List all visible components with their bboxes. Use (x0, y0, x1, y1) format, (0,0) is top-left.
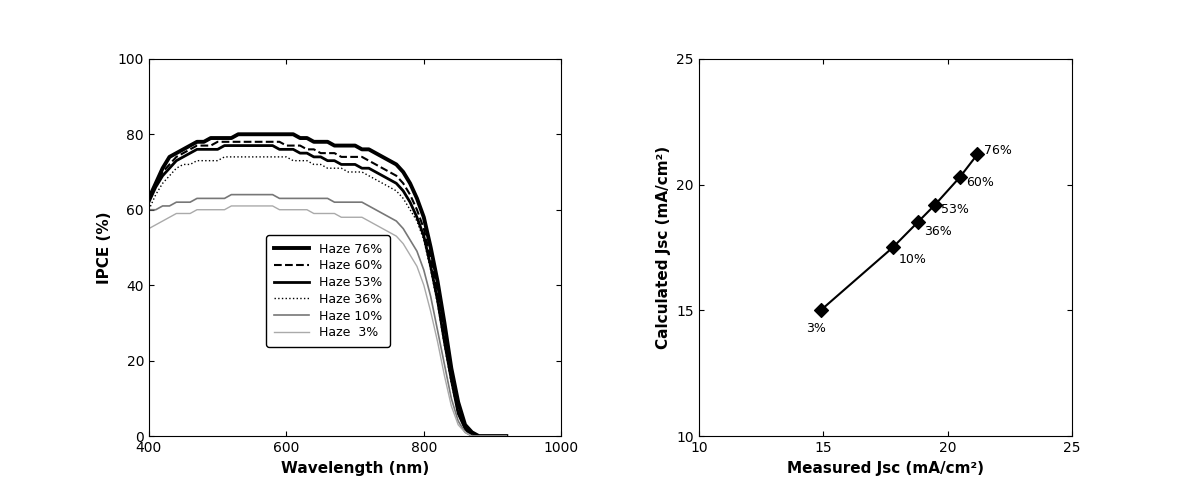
Haze 53% (245, 143, 260, 148)
Haze 10% (424, 294, 438, 299)
Line: Haze 10%: Haze 10% (149, 195, 506, 436)
Haze 53% (499, 433, 513, 439)
Haze  3% (499, 433, 513, 439)
Haze 36% (355, 169, 369, 175)
Haze 10% (245, 192, 260, 197)
Haze 60% (499, 433, 513, 439)
Haze 53% (375, 173, 389, 179)
Haze 76% (499, 433, 513, 439)
Haze 36% (217, 154, 231, 160)
Haze  3% (355, 214, 369, 220)
Haze  3% (245, 203, 260, 209)
Haze 36% (375, 180, 389, 186)
Line: Haze  3%: Haze 3% (149, 206, 506, 436)
Haze  3% (464, 433, 479, 439)
Haze 53% (355, 165, 369, 171)
Haze 10% (464, 433, 479, 439)
Haze  3% (142, 225, 156, 232)
Point (884, 244, 903, 251)
Haze 76% (424, 245, 438, 250)
Haze 53% (142, 199, 156, 205)
Point (811, 306, 830, 314)
Haze 10% (362, 203, 376, 209)
Y-axis label: Calculated Jsc (mA/cm²): Calculated Jsc (mA/cm²) (656, 146, 671, 349)
Haze 10% (142, 207, 156, 213)
Line: Haze 53%: Haze 53% (149, 146, 506, 436)
Text: 36%: 36% (924, 225, 952, 238)
Haze 76% (245, 131, 260, 137)
Haze 53% (362, 165, 376, 171)
Haze 36% (362, 173, 376, 179)
Line: Haze 76%: Haze 76% (149, 134, 506, 436)
Haze 60% (211, 139, 225, 145)
Y-axis label: IPCE (%): IPCE (%) (98, 211, 112, 284)
Haze  3% (375, 225, 389, 232)
Haze 76% (231, 131, 245, 137)
Haze 10% (375, 211, 389, 217)
Haze 76% (375, 154, 389, 160)
Haze  3% (424, 309, 438, 315)
X-axis label: Measured Jsc (mA/cm²): Measured Jsc (mA/cm²) (787, 461, 984, 475)
Point (968, 150, 987, 158)
Haze  3% (382, 229, 397, 235)
Line: Haze 60%: Haze 60% (149, 142, 506, 436)
Haze 76% (382, 158, 397, 164)
Haze 53% (217, 143, 231, 148)
Point (925, 201, 944, 209)
Haze 36% (382, 184, 397, 190)
Line: Haze 36%: Haze 36% (149, 157, 506, 436)
Haze 53% (382, 176, 397, 182)
Haze 60% (245, 139, 260, 145)
Haze 60% (362, 158, 376, 164)
Text: 10%: 10% (899, 252, 927, 266)
Haze 60% (375, 165, 389, 171)
Haze 36% (424, 267, 438, 273)
X-axis label: Wavelength (nm): Wavelength (nm) (281, 461, 429, 475)
Text: 76%: 76% (984, 145, 1011, 157)
Haze 60% (142, 196, 156, 201)
Haze 76% (472, 433, 486, 439)
Haze 10% (355, 199, 369, 205)
Haze 36% (464, 433, 479, 439)
Text: 60%: 60% (966, 176, 994, 189)
Point (950, 173, 969, 181)
Haze 60% (472, 433, 486, 439)
Haze 76% (142, 196, 156, 201)
Haze  3% (224, 203, 238, 209)
Haze 76% (362, 147, 376, 152)
Text: 3%: 3% (806, 322, 825, 335)
Haze 36% (142, 207, 156, 213)
Point (909, 219, 928, 226)
Haze 60% (382, 169, 397, 175)
Haze 53% (464, 433, 479, 439)
Haze 36% (245, 154, 260, 160)
Haze  3% (362, 218, 376, 224)
Haze 10% (499, 433, 513, 439)
Haze 76% (355, 147, 369, 152)
Haze 10% (224, 192, 238, 197)
Haze 36% (499, 433, 513, 439)
Legend: Haze 76%, Haze 60%, Haze 53%, Haze 36%, Haze 10%, Haze  3%: Haze 76%, Haze 60%, Haze 53%, Haze 36%, … (267, 235, 389, 347)
Haze 60% (424, 256, 438, 262)
Haze 60% (355, 154, 369, 160)
Haze 53% (424, 264, 438, 270)
Haze 10% (382, 214, 397, 220)
Text: 53%: 53% (941, 203, 969, 217)
